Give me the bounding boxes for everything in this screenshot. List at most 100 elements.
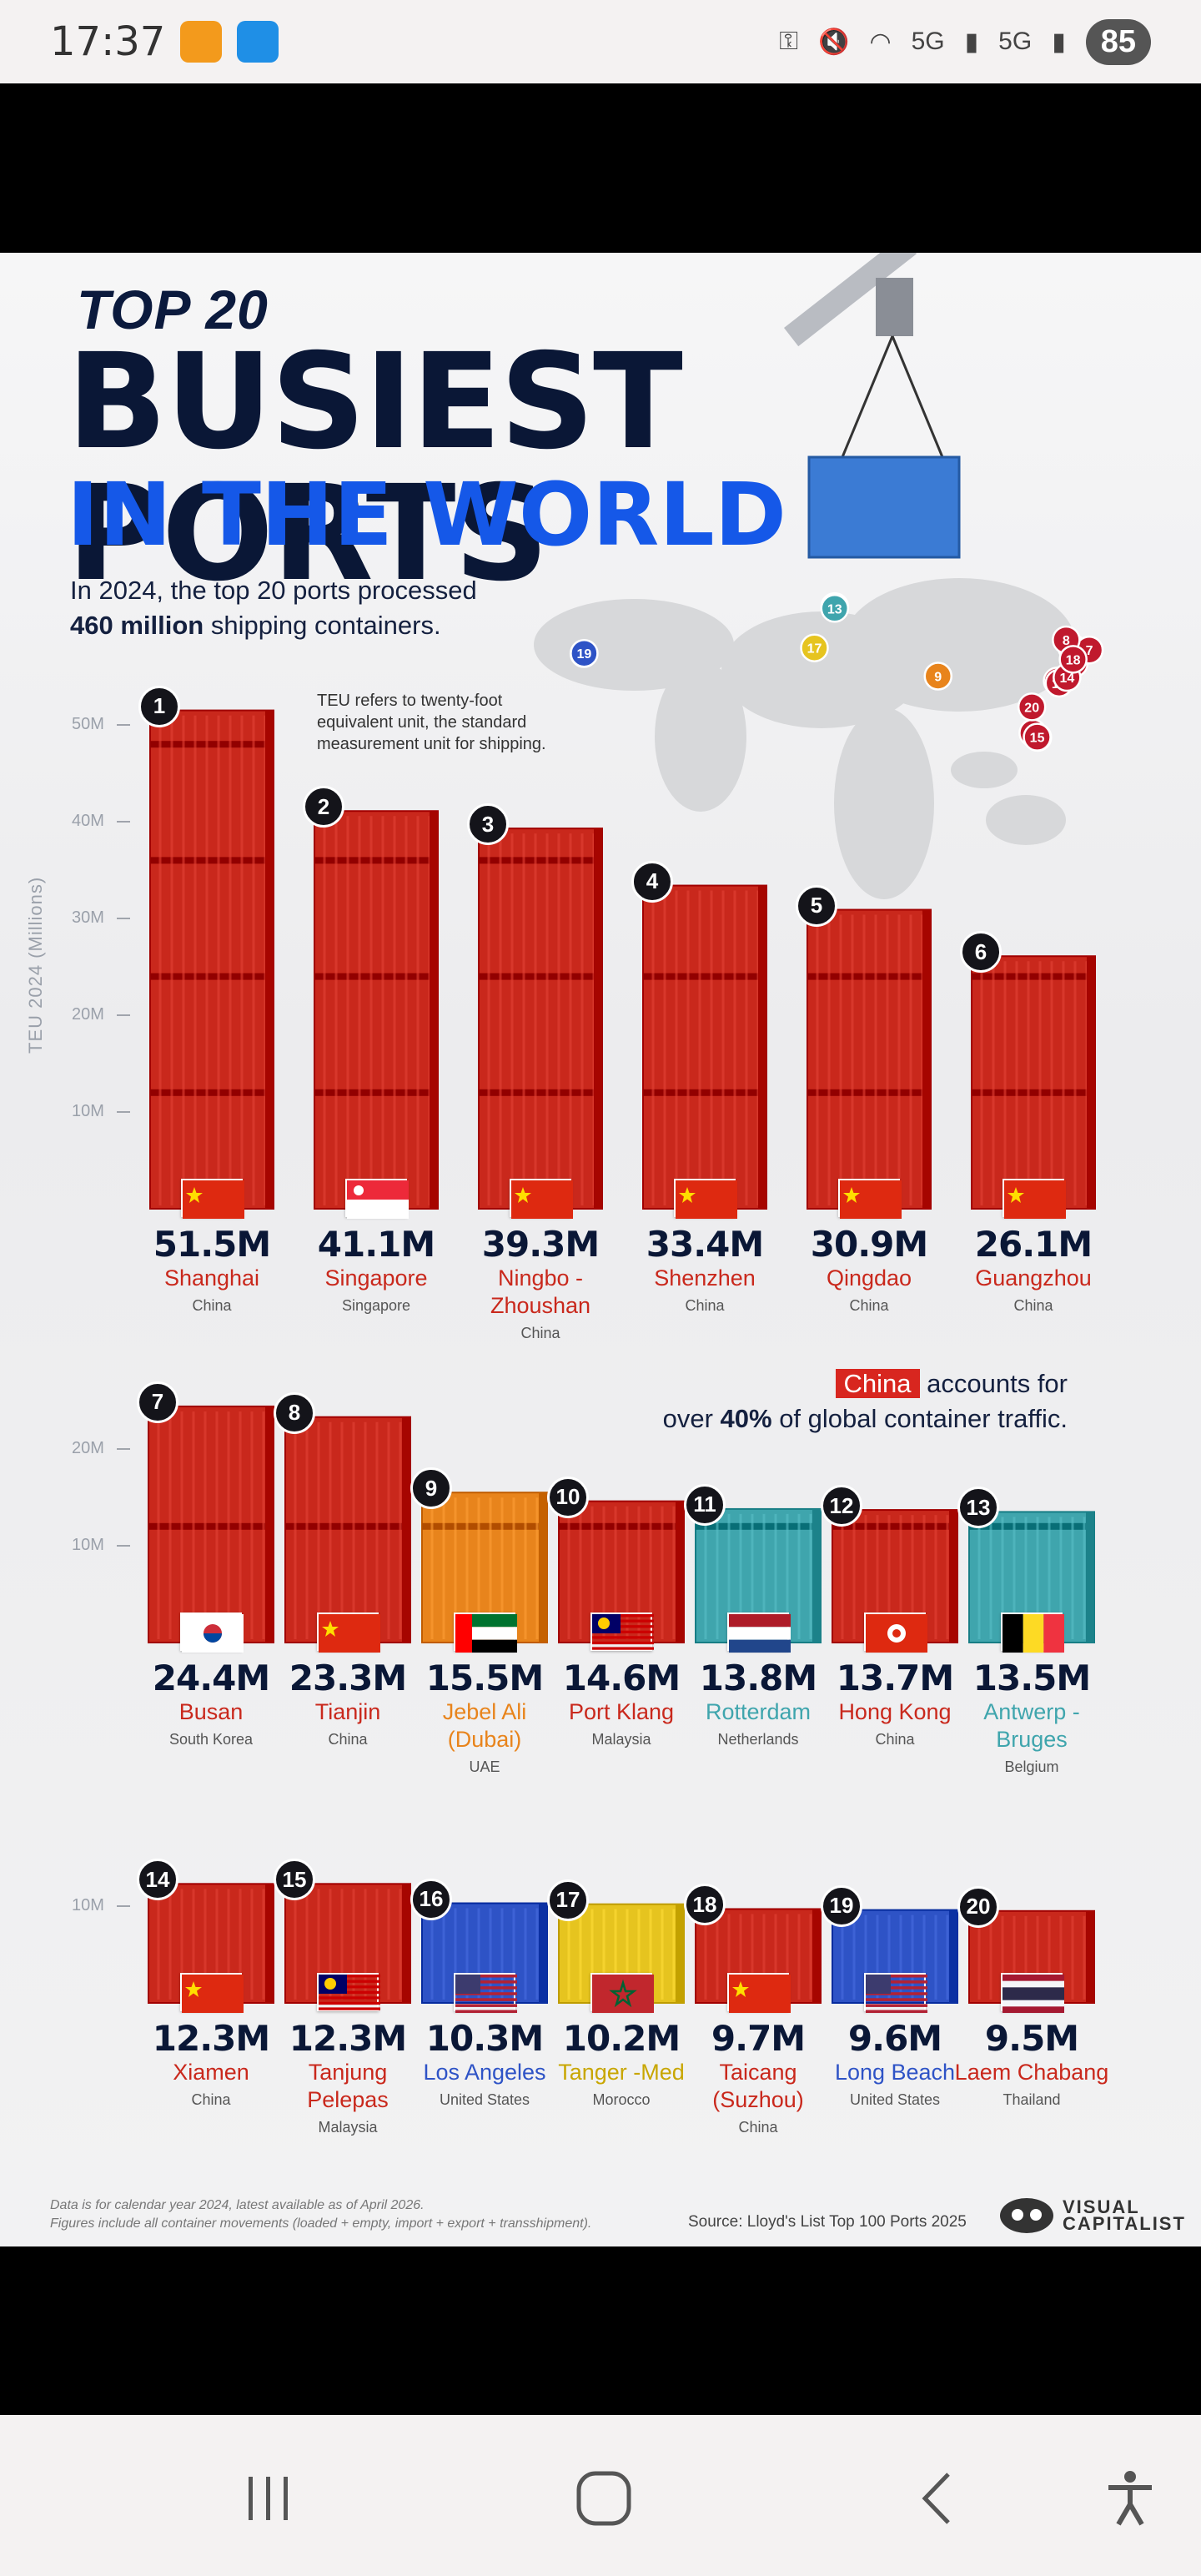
port-name: Xiamen [173,2060,249,2085]
china-note: China accounts for over 40% of global co… [584,1366,1068,1436]
port-label-11: 13.8M Rotterdam Netherlands [679,1658,837,1748]
data-label-value: 39.3M [481,1224,600,1265]
rank-badge-14: 14 [137,1859,178,1901]
title-sub: IN THE WORLD [67,464,786,566]
port-name: Port Klang [568,1699,675,1724]
flag-cn-icon [676,1180,737,1219]
flag-ae [454,1613,517,1653]
signal-5g-label-2: 5G [998,28,1033,55]
flag-my-icon [319,1975,380,2010]
rank-badge-10: 10 [547,1476,589,1518]
battery-indicator: 85 [1085,18,1151,65]
port-label-5: 30.9M Qingdao China [790,1224,948,1315]
port-country: Malaysia [318,2119,378,2136]
data-label-value: 10.2M [562,2018,681,2059]
data-label-value: 33.4M [646,1224,764,1265]
flag-cn [674,1179,737,1219]
rank-badge-20: 20 [957,1885,999,1928]
bar-port-1 [149,709,274,1210]
port-name: Long Beach [834,2060,956,2085]
flag-my-icon [592,1614,654,1650]
port-country: Belgium [1004,1758,1059,1775]
port-country: South Korea [168,1731,254,1748]
accessibility-button[interactable] [1097,2465,1163,2532]
status-time: 17:37 [50,18,166,65]
flag-kr-icon [182,1614,244,1653]
app-notification-icon-2 [237,21,279,63]
back-button[interactable] [905,2465,972,2532]
data-label-value: 30.9M [810,1224,928,1265]
home-button[interactable] [570,2465,637,2532]
port-country: China [520,1325,560,1341]
flag-th [1001,1973,1064,2013]
home-icon [576,2471,631,2526]
map-marker-label: 7 [1086,644,1093,658]
flag-my [590,1613,654,1651]
rank-badge-15: 15 [274,1859,315,1901]
port-name: Singapore [324,1265,428,1291]
rank-badge-8: 8 [274,1391,315,1434]
bar-port-12 [832,1509,958,1643]
bar-port-7 [148,1405,274,1643]
rank-badge-13: 13 [957,1487,999,1529]
rank-badge-6: 6 [960,931,1002,974]
port-name: Taicang (Suzhou) [712,2060,804,2112]
port-label-20: 9.5M Laem Chabang Thailand [952,2018,1111,2109]
y-tick-label: 40M [72,812,104,830]
logo-line2: CAPITALIST [1063,2213,1186,2234]
port-name: Laem Chabang [954,2060,1109,2085]
data-label-value: 26.1M [974,1224,1093,1265]
map-marker-13 [820,594,850,623]
data-label-value: 12.3M [152,2018,270,2059]
port-name: Tianjin [314,1699,381,1724]
china-note-2b: of global container traffic. [771,1404,1068,1433]
flag-cn-icon [182,1975,244,2013]
port-country: Malaysia [591,1731,651,1748]
port-label-10: 14.6M Port Klang Malaysia [542,1658,701,1748]
bar-port-2 [314,810,439,1210]
rank-badge-1: 1 [138,685,180,727]
flag-us [454,1973,517,2013]
map-marker-label: 9 [934,671,942,685]
port-name: Rotterdam [705,1699,812,1724]
navigation-bar [0,2415,1201,2576]
flag-hk [864,1613,927,1653]
bar-port-4 [642,884,767,1210]
map-marker-17 [800,633,829,662]
back-icon [922,2473,950,2524]
data-label-value: 15.5M [425,1658,544,1698]
flag-cn-icon [511,1180,573,1219]
data-label-value: 23.3M [289,1658,407,1698]
port-label-12: 13.7M Hong Kong China [816,1658,974,1748]
data-label-value: 9.5M [984,2018,1079,2059]
y-tick-label: 10M [72,1536,104,1554]
rank-badge-4: 4 [631,860,673,903]
flag-cn [727,1973,791,2013]
port-country: China [191,2091,231,2108]
map-marker-label: 15 [1030,732,1045,746]
data-label-value: 13.8M [699,1658,817,1698]
port-label-8: 23.3M Tianjin China [269,1658,427,1748]
signal-icon-2: ▮ [1052,28,1066,56]
port-label-15: 12.3M Tanjung Pelepas Malaysia [269,2018,427,2136]
port-country: China [849,1297,889,1314]
port-country: Netherlands [717,1731,799,1748]
bar-port-8 [284,1416,411,1643]
data-label-value: 14.6M [562,1658,681,1698]
china-note-bold: 40% [720,1404,772,1433]
port-label-4: 33.4M Shenzhen China [626,1224,784,1315]
y-tick-label: 10M [72,1896,104,1914]
port-country: United States [849,2091,941,2108]
signal-icon: ▮ [964,28,979,56]
port-country: China [738,2119,778,2136]
recent-apps-button[interactable] [235,2465,302,2532]
flag-us-icon [866,1975,927,2013]
logo-line1: VISUAL [1063,2196,1140,2217]
flag-kr [180,1613,244,1653]
data-label-value: 12.3M [289,2018,407,2059]
port-country: China [192,1297,232,1314]
map-marker-label: 14 [1059,672,1074,686]
data-label-value: 41.1M [317,1224,435,1265]
rank-badge-7: 7 [137,1381,178,1423]
y-tick-label: 30M [72,908,104,927]
